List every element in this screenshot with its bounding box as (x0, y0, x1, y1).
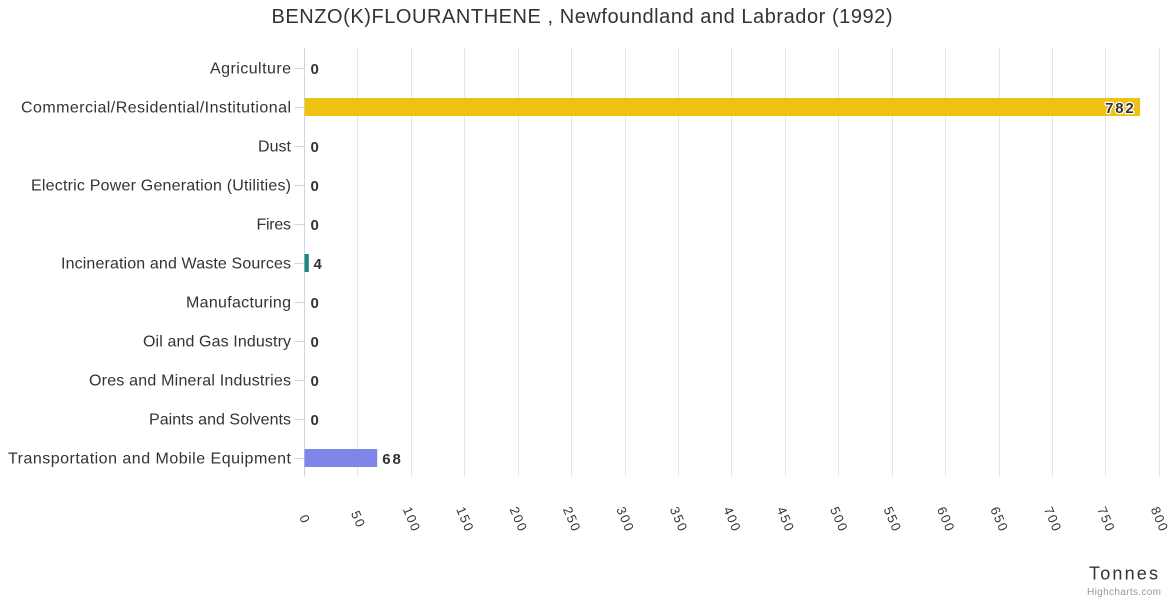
svg-text:0: 0 (311, 139, 321, 156)
svg-text:Commercial/Residential/Institu: Commercial/Residential/Institutional (21, 100, 291, 117)
svg-text:Agriculture: Agriculture (210, 61, 291, 78)
svg-text:782: 782 (1105, 100, 1135, 117)
svg-text:Manufacturing: Manufacturing (186, 295, 291, 312)
svg-text:Fires: Fires (257, 217, 292, 234)
svg-text:0: 0 (311, 178, 321, 195)
svg-text:Highcharts.com: Highcharts.com (1087, 587, 1161, 598)
svg-text:50: 50 (348, 508, 369, 530)
svg-text:0: 0 (311, 61, 321, 78)
svg-text:Ores and Mineral Industries: Ores and Mineral Industries (89, 373, 291, 390)
svg-text:4: 4 (314, 256, 324, 273)
svg-text:68: 68 (382, 451, 402, 468)
svg-text:0: 0 (311, 373, 321, 390)
svg-text:0: 0 (311, 295, 321, 312)
svg-text:0: 0 (311, 412, 321, 429)
svg-text:BENZO(K)FLOURANTHENE , Newfoun: BENZO(K)FLOURANTHENE , Newfoundland and … (272, 6, 893, 28)
svg-text:Oil and Gas Industry: Oil and Gas Industry (143, 334, 291, 351)
svg-text:Transportation and Mobile Equi: Transportation and Mobile Equipment (8, 451, 292, 468)
svg-text:Electric Power Generation (Uti: Electric Power Generation (Utilities) (31, 178, 291, 195)
svg-text:Paints and Solvents: Paints and Solvents (149, 412, 291, 429)
svg-text:Dust: Dust (258, 139, 292, 156)
svg-text:0: 0 (311, 334, 321, 351)
svg-text:Incineration and Waste Sources: Incineration and Waste Sources (61, 256, 291, 273)
svg-text:0: 0 (311, 217, 321, 234)
